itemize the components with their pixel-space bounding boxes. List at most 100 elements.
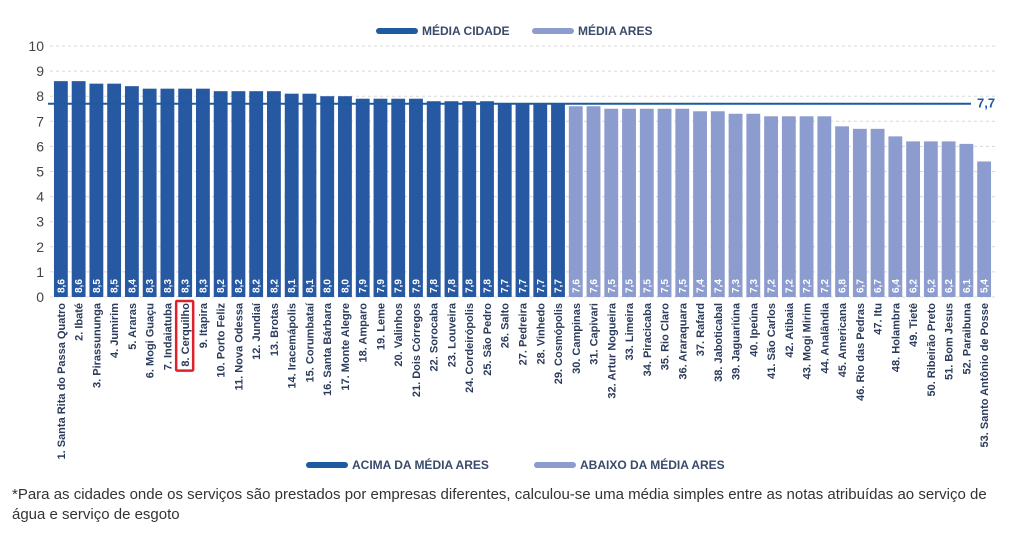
legend-swatch <box>306 462 348 468</box>
x-category-label: 1. Santa Rita do Passa Quatro <box>56 303 68 460</box>
bar-value-label: 8,3 <box>198 279 209 293</box>
legend-swatch <box>532 28 574 34</box>
bar-value-label: 6,7 <box>855 279 866 293</box>
bar-23 <box>444 101 459 297</box>
legend-swatch <box>376 28 418 34</box>
x-category-label: 6. Mogi Guaçu <box>145 303 157 378</box>
legend-label: ABAIXO DA MÉDIA ARES <box>580 457 725 472</box>
bar-value-label: 8,3 <box>181 279 192 293</box>
bar-value-label: 7,6 <box>589 279 600 293</box>
x-category-label: 42. Atibaia <box>784 302 796 357</box>
bar-2 <box>71 81 86 297</box>
legend-label: MÉDIA ARES <box>578 23 652 38</box>
bar-value-label: 7,3 <box>731 279 742 293</box>
bar-value-label: 8,6 <box>74 279 85 293</box>
bar-value-label: 6,2 <box>909 279 920 293</box>
bar-50 <box>923 141 938 297</box>
bar-19 <box>373 98 388 298</box>
x-category-label: 13. Brotas <box>269 303 281 356</box>
reference-line-label: 7,7 <box>977 96 995 111</box>
bar-20 <box>391 98 406 298</box>
y-tick-label: 4 <box>36 189 44 205</box>
bar-value-label: 7,9 <box>358 279 369 293</box>
legend-label: MÉDIA CIDADE <box>422 23 510 38</box>
y-tick-label: 0 <box>36 289 44 305</box>
x-category-label: 43. Mogi Mirim <box>802 303 814 380</box>
x-category-label: 35. Rio Claro <box>660 303 672 371</box>
bar-value-label: 7,2 <box>802 279 813 293</box>
x-category-label: 9. Itapira <box>198 302 210 348</box>
bar-value-label: 6,4 <box>891 279 902 293</box>
x-category-label: 23. Louveira <box>446 302 458 367</box>
highlight-box <box>174 299 195 372</box>
bar-42 <box>781 116 796 297</box>
x-category-label: 2. Ibaté <box>74 303 86 341</box>
bar-value-label: 7,5 <box>607 279 618 293</box>
footnote: *Para as cidades onde os serviços são pr… <box>12 486 987 523</box>
bar-53 <box>977 161 992 297</box>
bar-7 <box>160 88 175 297</box>
bar-14 <box>284 93 299 297</box>
bar-value-label: 7,5 <box>660 279 671 293</box>
bar-38 <box>710 111 725 297</box>
x-category-label: 19. Leme <box>375 303 387 350</box>
x-category-label: 12. Jundiaí <box>251 302 263 360</box>
x-category-label: 53. Santo Antônio de Posse <box>979 303 991 447</box>
x-category-label: 31. Capivari <box>589 303 601 365</box>
legend-label: ACIMA DA MÉDIA ARES <box>352 457 489 472</box>
bar-value-label: 7,7 <box>500 279 511 293</box>
x-category-label: 24. Cordeirópolis <box>464 303 476 393</box>
x-category-label: 18. Amparo <box>358 303 370 363</box>
bar-value-label: 7,6 <box>571 279 582 293</box>
bar-value-label: 6,2 <box>926 279 937 293</box>
bar-value-label: 8,5 <box>92 279 103 293</box>
bar-13 <box>267 91 281 298</box>
x-category-label: 33. Limeira <box>624 302 636 360</box>
bar-value-label: 7,5 <box>625 279 636 293</box>
bar-31 <box>586 106 601 298</box>
bar-46 <box>852 128 867 297</box>
bar-35 <box>657 108 672 297</box>
x-category-label: 28. Vinhedo <box>535 303 547 365</box>
bar-41 <box>764 116 778 297</box>
bar-27 <box>515 103 530 297</box>
x-category-label: 41. São Carlos <box>766 303 778 379</box>
bar-value-label: 8,4 <box>127 279 138 293</box>
bars: 8,6 8,6 8,5 8,5 8,4 8,3 8,3 8,3 8,3 8,2 8,2 8,2 8,2 8… <box>53 81 992 298</box>
x-category-label: 40. Ipeúna <box>748 302 760 357</box>
y-tick-label: 7 <box>36 113 44 129</box>
bar-value-label: 7,9 <box>411 279 422 293</box>
bar-value-label: 6,2 <box>944 279 955 293</box>
bar-value-label: 7,3 <box>749 279 760 293</box>
x-category-label: 29. Cosmópolis <box>553 303 565 384</box>
bar-value-label: 7,7 <box>518 279 529 293</box>
x-category-label: 4. Jumirim <box>109 303 121 358</box>
x-axis: 1. Santa Rita do Passa Quatro 2. Ibaté 3. … <box>56 299 991 460</box>
bar-value-label: 8,0 <box>323 279 334 293</box>
y-tick-label: 6 <box>36 138 44 154</box>
bar-value-label: 7,8 <box>465 279 476 293</box>
bar-value-label: 8,1 <box>287 279 298 293</box>
bar-28 <box>533 103 548 297</box>
bar-value-label: 8,2 <box>269 279 280 293</box>
legend-top: MÉDIA CIDADE MÉDIA ARES <box>376 23 652 38</box>
y-tick-label: 9 <box>36 63 44 79</box>
bar-value-label: 6,1 <box>962 279 973 293</box>
bar-21 <box>409 98 423 298</box>
legend-swatch <box>534 462 576 468</box>
bar-value-label: 7,2 <box>820 279 831 293</box>
bar-value-label: 7,7 <box>536 279 547 293</box>
bar-26 <box>497 103 512 297</box>
bar-value-label: 7,9 <box>394 279 405 293</box>
x-category-label: 27. Pedreira <box>518 302 530 365</box>
bar-value-label: 7,8 <box>447 279 458 293</box>
bar-value-label: 5,4 <box>980 279 991 293</box>
x-category-label: 47. Itu <box>873 303 885 335</box>
bar-8 <box>178 88 193 297</box>
bar-4 <box>107 83 122 298</box>
x-category-label: 16. Santa Bárbara <box>322 302 334 396</box>
y-tick-label: 10 <box>28 38 44 54</box>
bar-value-label: 7,7 <box>554 279 565 293</box>
bar-value-label: 7,4 <box>713 279 724 293</box>
bar-value-label: 7,4 <box>696 279 707 293</box>
